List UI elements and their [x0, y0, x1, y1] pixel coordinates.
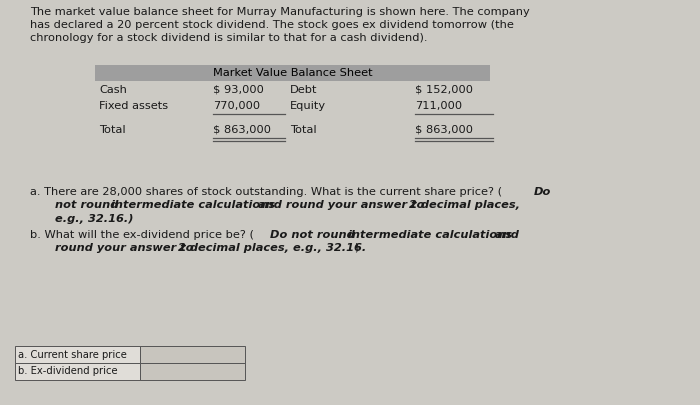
FancyBboxPatch shape — [15, 346, 140, 363]
Text: $ 152,000: $ 152,000 — [415, 85, 473, 95]
FancyBboxPatch shape — [15, 363, 140, 380]
Text: Market Value Balance Sheet: Market Value Balance Sheet — [213, 68, 372, 78]
Text: 2 decimal places,: 2 decimal places, — [409, 200, 520, 211]
Text: $ 863,000: $ 863,000 — [213, 125, 271, 135]
Text: $ 863,000: $ 863,000 — [415, 125, 473, 135]
Text: Cash: Cash — [99, 85, 127, 95]
Text: has declared a 20 percent stock dividend. The stock goes ex dividend tomorrow (t: has declared a 20 percent stock dividend… — [30, 20, 514, 30]
Text: 770,000: 770,000 — [213, 101, 260, 111]
Text: Do: Do — [534, 187, 552, 197]
Text: b. Ex-dividend price: b. Ex-dividend price — [18, 367, 118, 377]
Text: chronology for a stock dividend is similar to that for a cash dividend).: chronology for a stock dividend is simil… — [30, 33, 428, 43]
Text: $ 93,000: $ 93,000 — [213, 85, 264, 95]
Text: intermediate calculations: intermediate calculations — [111, 200, 275, 211]
Text: Total: Total — [99, 125, 125, 135]
Text: and: and — [491, 230, 519, 239]
Text: intermediate calculations: intermediate calculations — [348, 230, 512, 239]
Text: Do not round: Do not round — [270, 230, 358, 239]
FancyBboxPatch shape — [95, 65, 490, 81]
Text: a. There are 28,000 shares of stock outstanding. What is the current share price: a. There are 28,000 shares of stock outs… — [30, 187, 502, 197]
Text: a. Current share price: a. Current share price — [18, 350, 127, 360]
Text: ): ) — [354, 243, 358, 253]
Text: round your answer to: round your answer to — [55, 243, 197, 253]
Text: 2 decimal places, e.g., 32.16.: 2 decimal places, e.g., 32.16. — [178, 243, 366, 253]
Text: e.g., 32.16.): e.g., 32.16.) — [55, 214, 134, 224]
Text: Equity: Equity — [290, 101, 326, 111]
Text: Fixed assets: Fixed assets — [99, 101, 168, 111]
Text: 711,000: 711,000 — [415, 101, 462, 111]
Text: b. What will the ex-dividend price be? (: b. What will the ex-dividend price be? ( — [30, 230, 254, 239]
FancyBboxPatch shape — [140, 346, 245, 363]
FancyBboxPatch shape — [140, 363, 245, 380]
Text: The market value balance sheet for Murray Manufacturing is shown here. The compa: The market value balance sheet for Murra… — [30, 7, 530, 17]
Text: not round: not round — [55, 200, 122, 211]
Text: Debt: Debt — [290, 85, 318, 95]
Text: Total: Total — [290, 125, 316, 135]
Text: and round your answer to: and round your answer to — [254, 200, 428, 211]
